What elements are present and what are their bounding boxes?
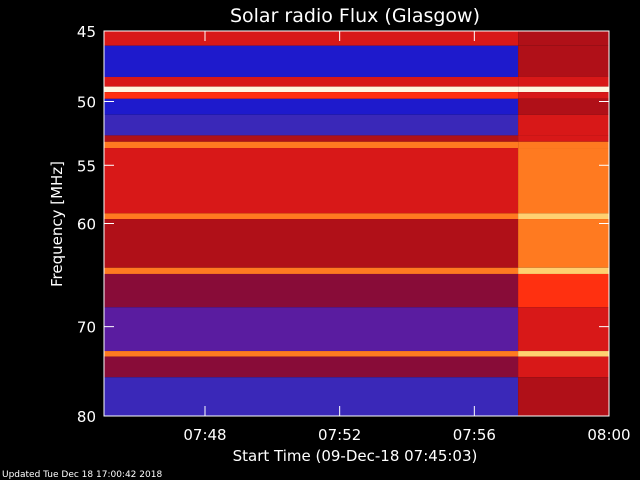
band-1-burst (518, 45, 609, 77)
x-axis-label: Start Time (09-Dec-18 07:45:03) (233, 447, 478, 465)
band-1-pre-burst (104, 45, 519, 77)
band-10-pre-burst (104, 213, 519, 220)
plot-area (103, 30, 610, 417)
band-9-pre-burst (104, 148, 519, 214)
band-12-burst (518, 267, 609, 274)
x-tick-label-1: 07:52 (318, 426, 361, 444)
axis-ticks: 07:48 07:52 07:56 08:00 45 50 55 60 70 80 (77, 23, 631, 444)
y-tick-label-4: 70 (77, 319, 96, 337)
band-7-pre-burst (104, 135, 519, 142)
band-4-burst (518, 92, 609, 99)
band-16-burst (518, 356, 609, 378)
band-2-pre-burst (104, 76, 519, 87)
band-14-burst (518, 307, 609, 352)
y-tick-label-3: 60 (77, 216, 96, 234)
band-3-burst (518, 86, 609, 93)
band-8-pre-burst (104, 141, 519, 149)
band-10-burst (518, 213, 609, 220)
band-8-burst (518, 141, 609, 149)
band-12-pre-burst (104, 267, 519, 274)
x-tick-label-0: 07:48 (183, 426, 226, 444)
band-15-pre-burst (104, 351, 519, 357)
band-16-pre-burst (104, 356, 519, 378)
band-4-pre-burst (104, 92, 519, 99)
band-7-burst (518, 135, 609, 142)
y-tick-label-0: 45 (77, 23, 96, 41)
band-0-pre-burst (104, 31, 519, 46)
band-15-burst (518, 351, 609, 357)
chart-title: Solar radio Flux (Glasgow) (230, 5, 480, 27)
band-11-pre-burst (104, 219, 519, 268)
updated-timestamp: Updated Tue Dec 18 17:00:42 2018 (2, 470, 162, 480)
band-13-pre-burst (104, 273, 519, 308)
band-17-pre-burst (104, 377, 519, 416)
band-5-burst (518, 98, 609, 115)
band-6-pre-burst (104, 114, 519, 136)
band-11-burst (518, 219, 609, 268)
band-2-burst (518, 76, 609, 87)
band-14-pre-burst (104, 307, 519, 352)
x-tick-label-3: 08:00 (587, 426, 630, 444)
y-tick-label-5: 80 (77, 408, 96, 426)
band-13-burst (518, 273, 609, 308)
band-5-pre-burst (104, 98, 519, 115)
band-9-burst (518, 148, 609, 214)
band-17-burst (518, 377, 609, 416)
y-axis-label: Frequency [MHz] (48, 161, 66, 287)
band-3-pre-burst (104, 86, 519, 93)
band-0-burst (518, 31, 609, 46)
y-tick-label-2: 55 (77, 157, 96, 175)
x-tick-label-2: 07:56 (453, 426, 496, 444)
band-6-burst (518, 114, 609, 136)
y-tick-label-1: 50 (77, 94, 96, 112)
